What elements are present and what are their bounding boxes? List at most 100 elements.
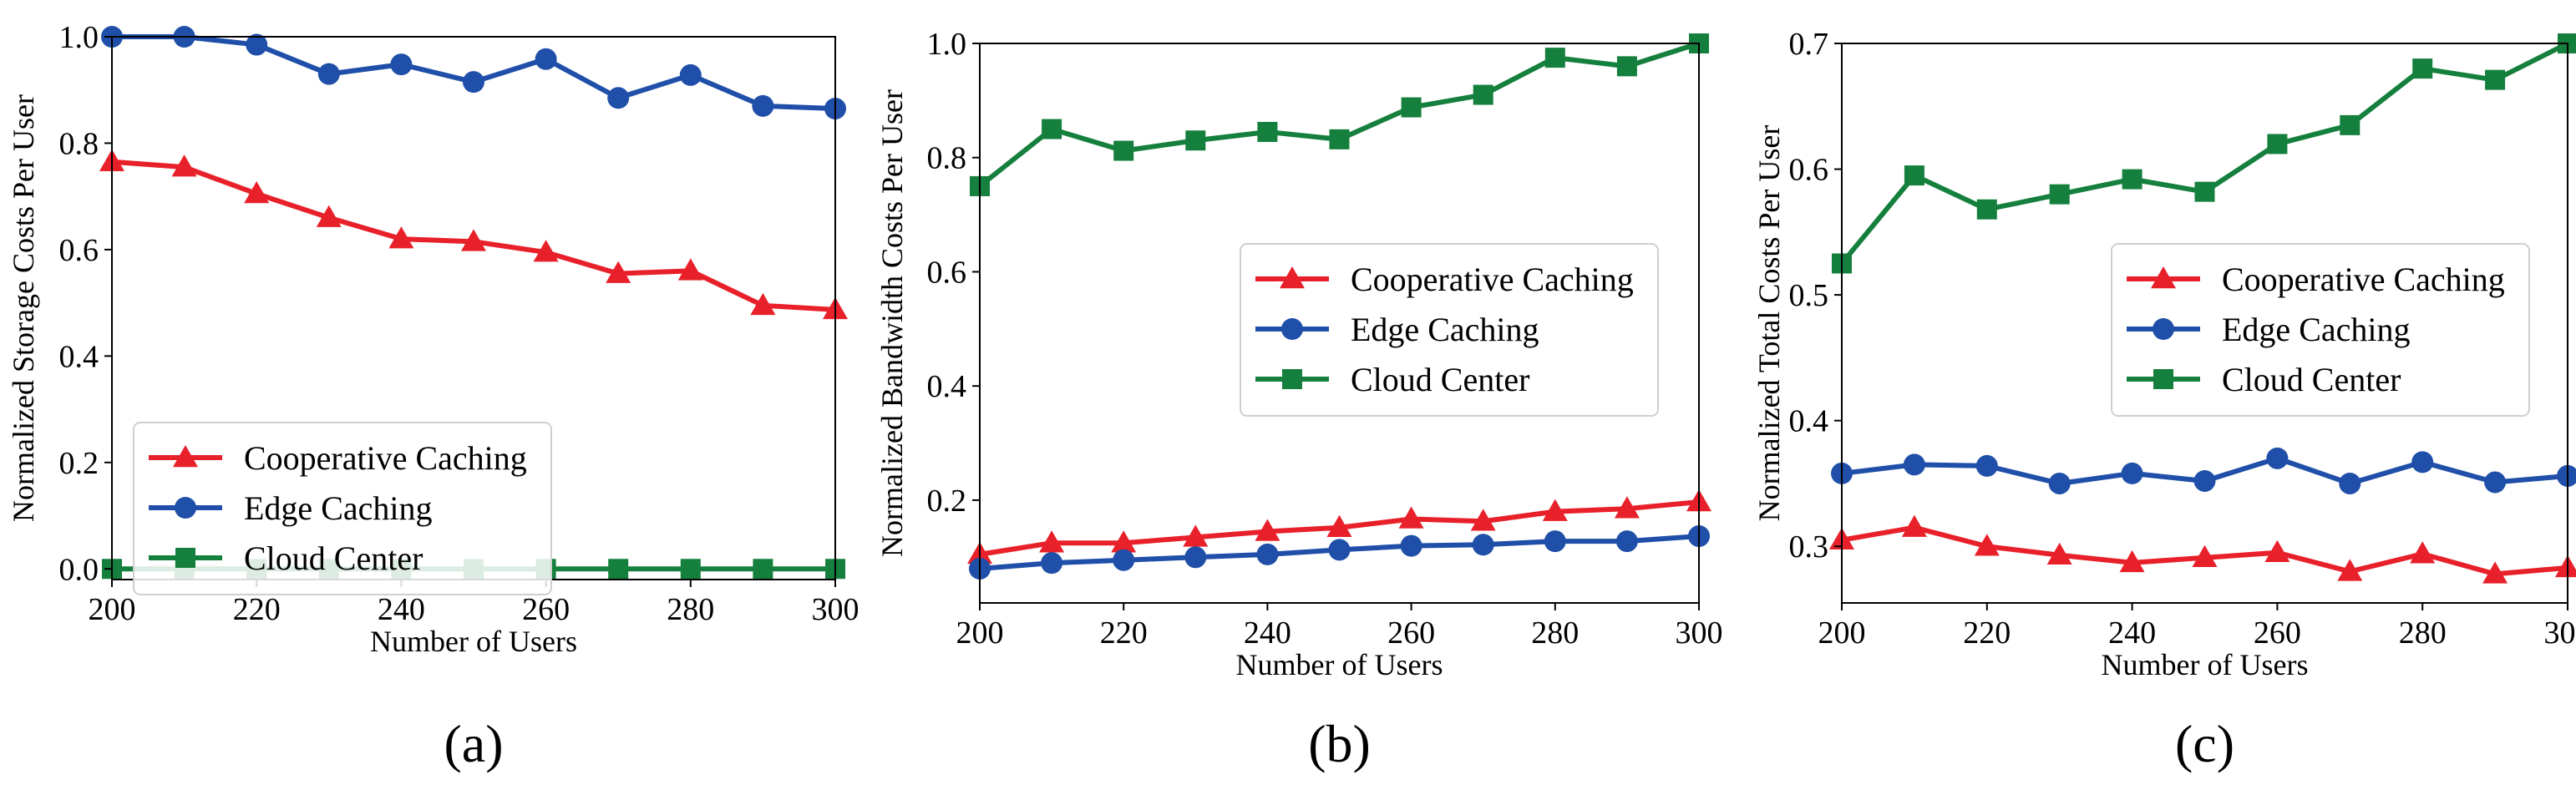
- data-point-edge-caching: [1256, 543, 1279, 565]
- data-point-edge-caching: [2484, 471, 2507, 494]
- x-tick-label: 260: [2254, 615, 2301, 651]
- legend-marker-edge-caching: [2153, 318, 2174, 340]
- legend: Cooperative Caching Edge Caching Cloud Cen…: [1240, 243, 1659, 417]
- legend-label-cooperative-caching: Cooperative Caching: [244, 439, 527, 477]
- y-axis-label: Normalized Storage Costs Per User: [7, 94, 40, 522]
- x-tick-label: 300: [1676, 615, 1723, 651]
- legend-label-cooperative-caching: Cooperative Caching: [1351, 261, 1634, 298]
- data-point-cloud-center: [1904, 165, 1924, 186]
- data-point-cloud-center: [1976, 199, 1997, 220]
- data-point-edge-caching: [2121, 462, 2143, 484]
- x-axis-label: Number of Users: [2102, 648, 2309, 681]
- y-tick-label: 0.0: [59, 552, 99, 587]
- data-point-cooperative-caching: [171, 154, 197, 177]
- y-tick-label: 0.8: [927, 141, 967, 176]
- data-point-cooperative-caching: [1614, 496, 1640, 519]
- data-point-edge-caching: [1472, 534, 1494, 556]
- y-tick-label: 0.6: [1789, 153, 1829, 188]
- data-point-cooperative-caching: [2264, 539, 2290, 563]
- x-tick-label: 220: [233, 592, 281, 627]
- legend-label-edge-caching: Edge Caching: [2222, 311, 2411, 348]
- y-tick-label: 0.4: [927, 369, 967, 404]
- legend-marker-edge-caching: [175, 497, 196, 519]
- data-point-cloud-center: [1113, 140, 1134, 161]
- data-point-cloud-center: [2267, 134, 2288, 154]
- data-point-cloud-center: [2122, 169, 2142, 190]
- data-point-cloud-center: [2340, 114, 2360, 135]
- y-axis-label: Normalized Bandwidth Costs Per User: [875, 89, 909, 557]
- data-point-edge-caching: [1113, 549, 1135, 571]
- y-tick-label: 0.6: [927, 255, 967, 290]
- data-point-edge-caching: [317, 63, 340, 85]
- x-tick-label: 240: [378, 592, 425, 627]
- legend-marker-cloud-center: [2153, 369, 2173, 389]
- data-point-cooperative-caching: [1255, 519, 1280, 541]
- data-point-cloud-center: [1616, 56, 1637, 77]
- data-point-edge-caching: [1400, 534, 1422, 557]
- data-point-edge-caching: [752, 94, 774, 117]
- data-point-cloud-center: [753, 559, 773, 580]
- y-tick-label: 0.2: [59, 446, 99, 481]
- x-tick-label: 280: [1531, 615, 1579, 651]
- y-tick-label: 0.4: [59, 339, 99, 374]
- data-point-cooperative-caching: [2337, 559, 2363, 581]
- data-point-cloud-center: [2194, 181, 2215, 202]
- data-point-edge-caching: [2411, 451, 2434, 473]
- chart-panel-c: 200 220 240 260 280 300 0.3 0.4 0.5 0.6 0.7 Number …: [1752, 27, 2576, 773]
- legend-label-cloud-center: Cloud Center: [1351, 361, 1529, 398]
- data-point-edge-caching: [1184, 546, 1207, 569]
- legend-box: [133, 422, 552, 595]
- series-cooperative-caching: [1829, 514, 2576, 584]
- series-edge-caching: [101, 26, 846, 120]
- legend: Cooperative Caching Edge Caching Cloud Cen…: [2111, 243, 2530, 417]
- series-line-cloud-center: [1839, 41, 2569, 266]
- data-point-edge-caching: [679, 63, 702, 86]
- y-tick-label: 0.5: [1789, 278, 1829, 313]
- series-cooperative-caching: [967, 489, 1711, 565]
- y-tick-label: 1.0: [927, 27, 967, 62]
- data-point-cloud-center: [2412, 58, 2433, 79]
- chart-panel-b: 200 220 240 260 280 300 0.2 0.4 0.6 0.8 1.0 Number …: [875, 27, 1723, 773]
- data-point-edge-caching: [2339, 472, 2361, 494]
- plot-frame: [979, 43, 1700, 604]
- legend-marker-edge-caching: [1281, 318, 1303, 340]
- data-point-edge-caching: [2557, 464, 2576, 487]
- x-tick-label: 300: [2544, 615, 2576, 651]
- data-point-cooperative-caching: [2410, 541, 2436, 564]
- legend-marker-cooperative-caching: [173, 445, 198, 468]
- data-point-cooperative-caching: [2119, 549, 2145, 573]
- data-point-edge-caching: [246, 33, 268, 56]
- data-point-cooperative-caching: [677, 258, 703, 281]
- x-tick-label: 220: [1100, 615, 1148, 651]
- series-cloud-center: [970, 33, 1709, 196]
- data-point-edge-caching: [2193, 469, 2216, 492]
- x-tick-label: 240: [1244, 615, 1291, 651]
- series-edge-caching: [969, 525, 1710, 580]
- series-cloud-center: [1832, 33, 2576, 274]
- y-tick-label: 0.8: [59, 126, 99, 161]
- x-tick-label: 220: [1963, 615, 2011, 651]
- data-point-edge-caching: [1615, 530, 1638, 553]
- legend: Cooperative Caching Edge Caching Cloud Cen…: [133, 422, 552, 595]
- data-point-cloud-center: [1329, 129, 1350, 149]
- panel-label: (a): [444, 714, 503, 773]
- data-point-cooperative-caching: [316, 205, 342, 227]
- legend-box: [2111, 243, 2530, 417]
- series-line-cloud-center: [978, 41, 1700, 189]
- legend-label-edge-caching: Edge Caching: [1351, 311, 1539, 348]
- data-point-edge-caching: [463, 71, 484, 94]
- data-point-cooperative-caching: [1183, 524, 1209, 547]
- x-tick-label: 300: [812, 592, 860, 627]
- y-axis-label: Normalized Total Costs Per User: [1752, 125, 1786, 522]
- data-point-cooperative-caching: [1901, 514, 1927, 537]
- data-point-edge-caching: [1975, 454, 1998, 477]
- y-tick-label: 0.3: [1789, 529, 1829, 565]
- data-point-cloud-center: [608, 559, 629, 580]
- x-axis-label: Number of Users: [1236, 648, 1443, 681]
- data-point-cloud-center: [2485, 69, 2506, 90]
- data-point-edge-caching: [1041, 552, 1063, 575]
- data-point-cooperative-caching: [1039, 530, 1065, 553]
- data-point-cooperative-caching: [461, 229, 486, 251]
- legend-marker-cloud-center: [175, 548, 195, 568]
